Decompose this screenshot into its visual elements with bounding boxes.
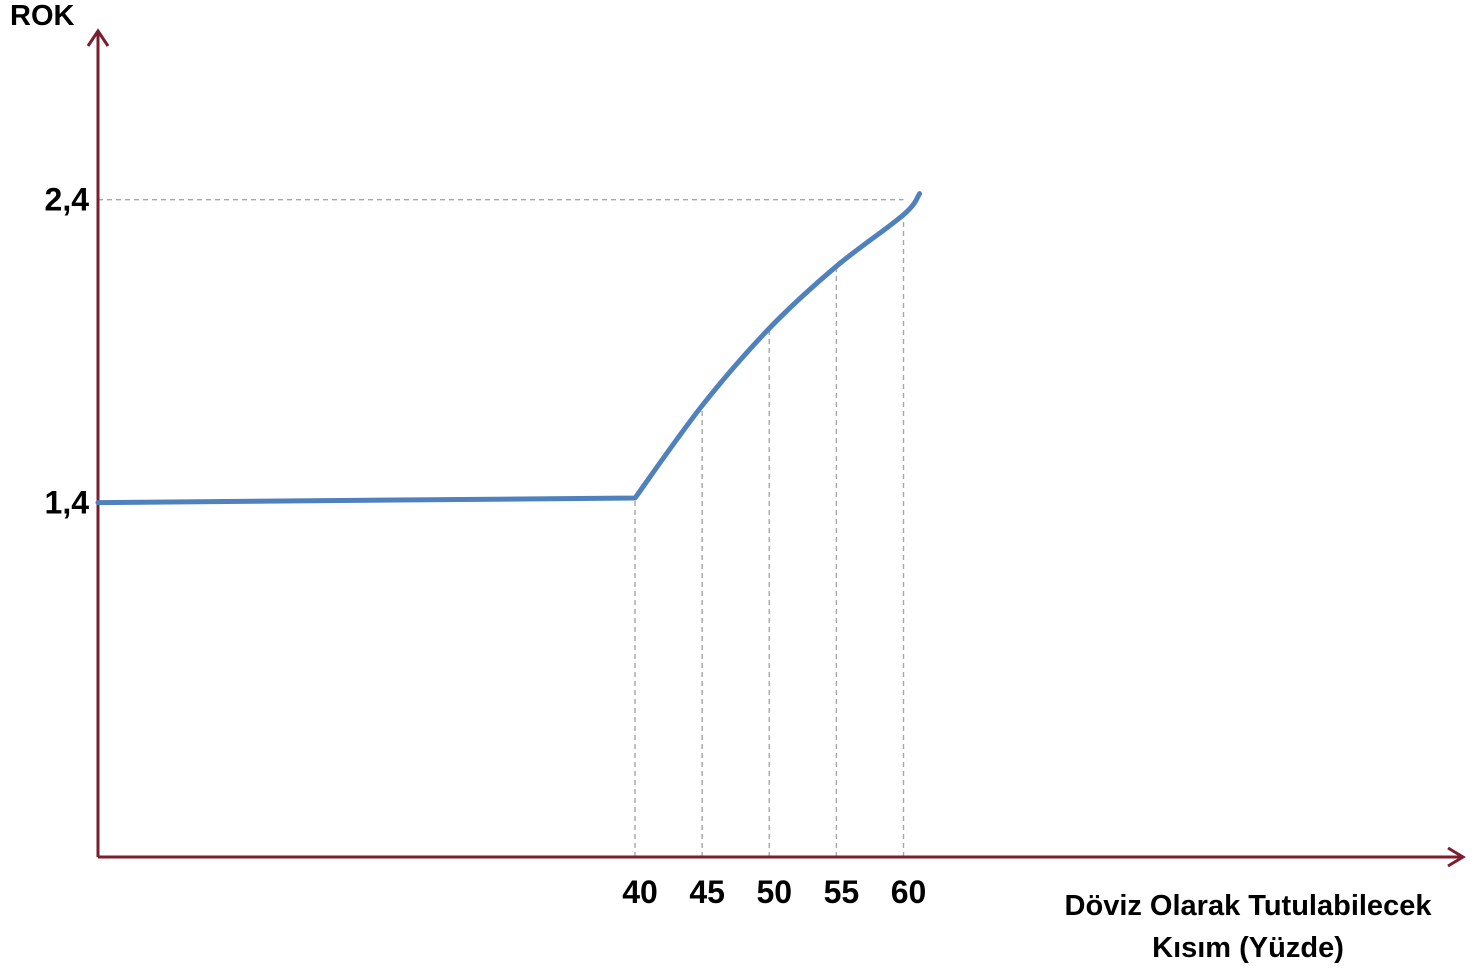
x-tick-label-50: 50 [756, 874, 792, 910]
y-axis-arrowhead [86, 28, 110, 47]
axes [86, 28, 1466, 868]
y-axis-title: ROK [10, 0, 75, 32]
tick-labels: 40 45 50 55 60 1,4 2,4 [45, 182, 927, 910]
series [95, 191, 923, 506]
x-axis-title-line-1: Döviz Olarak Tutulabilecek [1065, 890, 1433, 922]
y-tick-label-1-4: 1,4 [45, 485, 90, 521]
x-tick-label-40: 40 [622, 874, 658, 910]
x-axis-arrowhead [1447, 846, 1466, 868]
guide-lines [98, 198, 905, 857]
x-tick-label-45: 45 [689, 874, 725, 910]
x-tick-label-55: 55 [824, 874, 860, 910]
y-tick-label-2-4: 2,4 [45, 182, 90, 218]
x-tick-label-60: 60 [891, 874, 927, 910]
series-line [95, 191, 923, 506]
x-axis-title-line-2: Kısım (Yüzde) [1152, 932, 1344, 964]
